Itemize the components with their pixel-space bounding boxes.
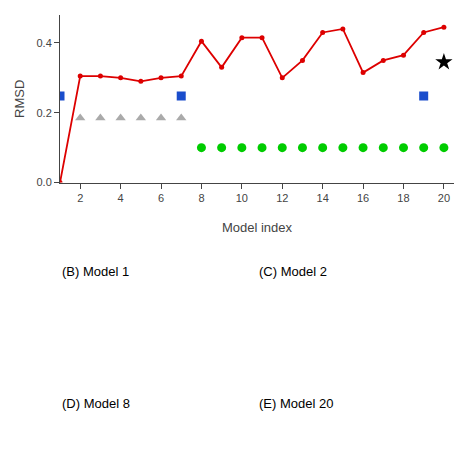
svg-text:(E) Model 20: (E) Model 20: [259, 396, 333, 411]
svg-text:2: 2: [77, 192, 83, 204]
svg-text:Model index: Model index: [222, 220, 293, 235]
svg-text:0.4: 0.4: [37, 37, 52, 49]
svg-text:(C) Model 2: (C) Model 2: [259, 264, 327, 279]
svg-text:RMSD: RMSD: [12, 80, 27, 118]
svg-text:20: 20: [438, 192, 450, 204]
svg-text:10: 10: [236, 192, 248, 204]
svg-text:18: 18: [397, 192, 409, 204]
svg-text:(B) Model 1: (B) Model 1: [62, 264, 129, 279]
svg-text:12: 12: [276, 192, 288, 204]
svg-text:4: 4: [118, 192, 124, 204]
svg-text:6: 6: [158, 192, 164, 204]
svg-text:0.2: 0.2: [37, 107, 52, 119]
svg-text:14: 14: [317, 192, 329, 204]
svg-text:0.0: 0.0: [37, 176, 52, 188]
svg-text:(D) Model 8: (D) Model 8: [62, 396, 130, 411]
svg-text:8: 8: [198, 192, 204, 204]
svg-text:16: 16: [357, 192, 369, 204]
